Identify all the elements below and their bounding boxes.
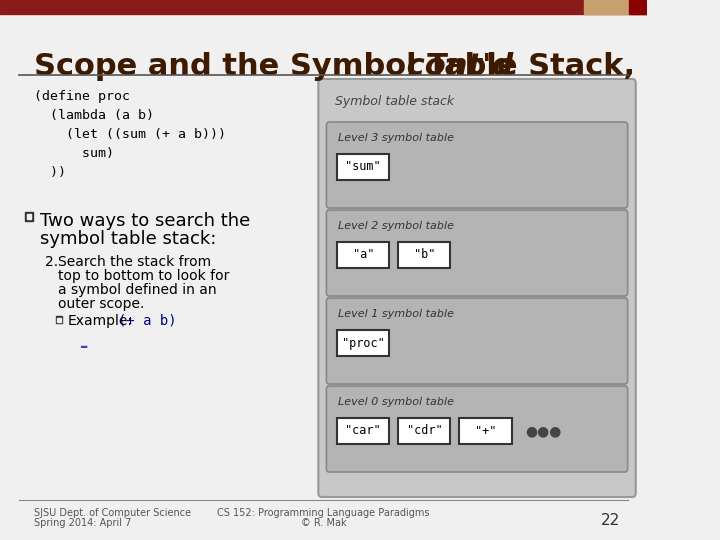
- Text: Level 0 symbol table: Level 0 symbol table: [338, 397, 454, 407]
- Bar: [57, 318, 60, 321]
- FancyBboxPatch shape: [337, 418, 390, 444]
- Text: Scope and the Symbol Table Stack,: Scope and the Symbol Table Stack,: [34, 52, 635, 81]
- Text: Search the stack from: Search the stack from: [58, 255, 212, 269]
- Text: ●●●: ●●●: [525, 424, 562, 438]
- Text: cont'd: cont'd: [396, 52, 513, 81]
- FancyBboxPatch shape: [326, 122, 628, 208]
- FancyBboxPatch shape: [326, 298, 628, 384]
- Text: Level 2 symbol table: Level 2 symbol table: [338, 221, 454, 231]
- FancyBboxPatch shape: [337, 154, 390, 180]
- Text: Example:: Example:: [68, 314, 132, 328]
- FancyBboxPatch shape: [337, 330, 390, 356]
- Text: "b": "b": [414, 248, 435, 261]
- FancyBboxPatch shape: [326, 210, 628, 296]
- Bar: [25, 212, 33, 221]
- Text: (define proc
  (lambda (a b)
    (let ((sum (+ a b)))
      sum)
  )): (define proc (lambda (a b) (let ((sum (+…: [34, 90, 226, 179]
- Text: "a": "a": [353, 248, 374, 261]
- Text: SJSU Dept. of Computer Science: SJSU Dept. of Computer Science: [34, 508, 192, 518]
- Text: 2.: 2.: [45, 255, 58, 269]
- FancyBboxPatch shape: [459, 418, 512, 444]
- Bar: [629, 0, 647, 14]
- Text: "+": "+": [475, 424, 496, 437]
- FancyBboxPatch shape: [337, 242, 390, 268]
- Text: Spring 2014: April 7: Spring 2014: April 7: [34, 518, 132, 528]
- Text: –: –: [79, 338, 87, 356]
- Bar: [585, 0, 647, 14]
- FancyBboxPatch shape: [398, 418, 451, 444]
- Bar: [0, 0, 647, 14]
- Bar: [27, 214, 32, 219]
- Text: © R. Mak: © R. Mak: [301, 518, 346, 528]
- Text: "proc": "proc": [342, 336, 384, 349]
- Text: Two ways to search the: Two ways to search the: [40, 212, 251, 230]
- Text: CS 152: Programming Language Paradigms: CS 152: Programming Language Paradigms: [217, 508, 430, 518]
- Text: Level 3 symbol table: Level 3 symbol table: [338, 133, 454, 143]
- FancyBboxPatch shape: [398, 242, 451, 268]
- Text: 22: 22: [601, 513, 621, 528]
- Text: symbol table stack:: symbol table stack:: [40, 230, 217, 248]
- Text: top to bottom to look for: top to bottom to look for: [58, 269, 230, 283]
- FancyBboxPatch shape: [318, 79, 636, 497]
- Text: Level 1 symbol table: Level 1 symbol table: [338, 309, 454, 319]
- Text: outer scope.: outer scope.: [58, 297, 145, 311]
- Text: "cdr": "cdr": [407, 424, 442, 437]
- Bar: [55, 316, 62, 323]
- Text: Symbol table stack: Symbol table stack: [336, 95, 454, 108]
- FancyBboxPatch shape: [326, 386, 628, 472]
- Text: (+ a b): (+ a b): [118, 314, 176, 328]
- Text: "car": "car": [346, 424, 381, 437]
- Text: a symbol defined in an: a symbol defined in an: [58, 283, 217, 297]
- Text: "sum": "sum": [346, 160, 381, 173]
